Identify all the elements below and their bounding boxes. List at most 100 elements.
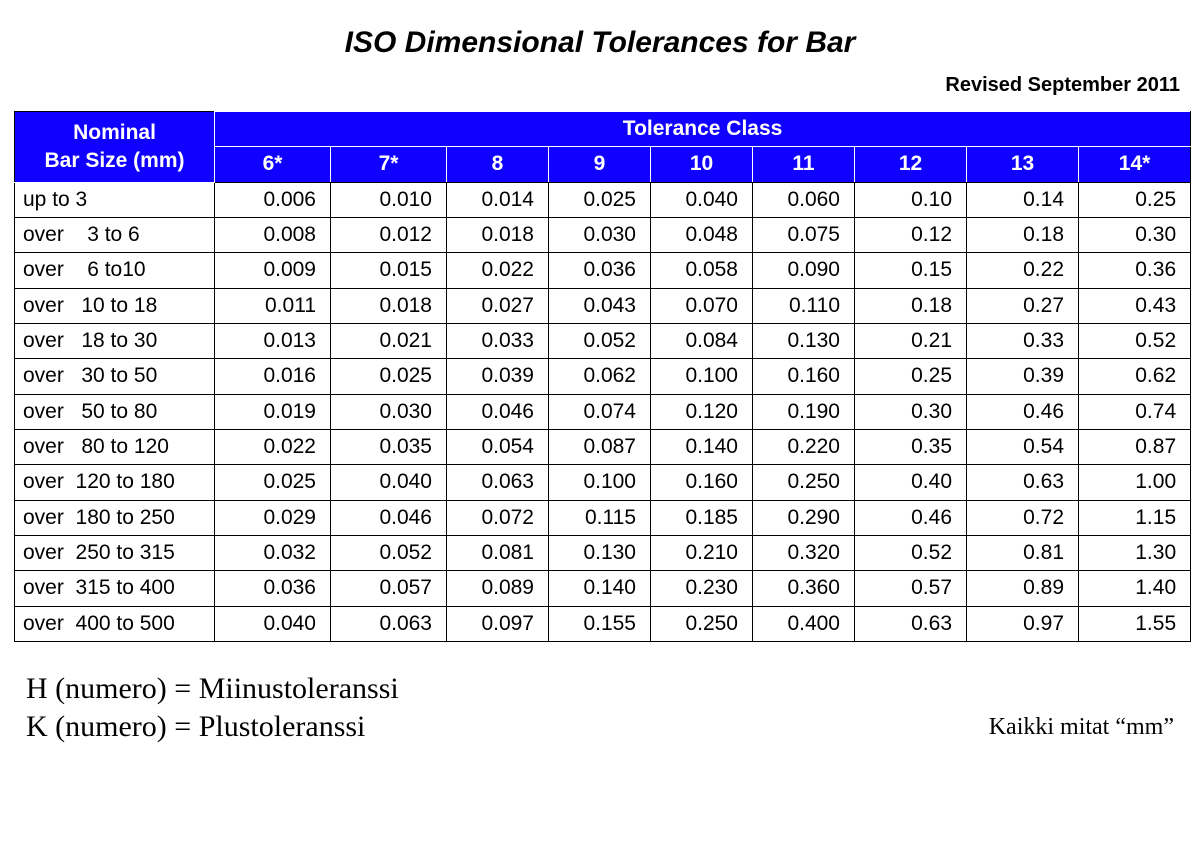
cell-value: 0.054 bbox=[447, 430, 549, 465]
cell-value: 0.155 bbox=[549, 606, 651, 641]
row-label: over 80 to 120 bbox=[15, 430, 215, 465]
column-header: 9 bbox=[549, 147, 651, 182]
cell-value: 0.72 bbox=[967, 500, 1079, 535]
cell-value: 0.032 bbox=[215, 536, 331, 571]
cell-value: 0.029 bbox=[215, 500, 331, 535]
cell-value: 0.081 bbox=[447, 536, 549, 571]
row-label: over 3 to 6 bbox=[15, 218, 215, 253]
row-label: over 50 to 80 bbox=[15, 394, 215, 429]
cell-value: 0.075 bbox=[753, 218, 855, 253]
cell-value: 0.043 bbox=[549, 288, 651, 323]
cell-value: 0.46 bbox=[855, 500, 967, 535]
cell-value: 0.130 bbox=[753, 324, 855, 359]
cell-value: 1.00 bbox=[1079, 465, 1191, 500]
cell-value: 0.87 bbox=[1079, 430, 1191, 465]
cell-value: 0.025 bbox=[549, 182, 651, 217]
cell-value: 0.39 bbox=[967, 359, 1079, 394]
cell-value: 0.210 bbox=[651, 536, 753, 571]
cell-value: 0.160 bbox=[753, 359, 855, 394]
row-label: over 18 to 30 bbox=[15, 324, 215, 359]
row-label: over 250 to 315 bbox=[15, 536, 215, 571]
cell-value: 0.012 bbox=[331, 218, 447, 253]
row-label: over 400 to 500 bbox=[15, 606, 215, 641]
cell-value: 0.025 bbox=[331, 359, 447, 394]
revised-date: Revised September 2011 bbox=[14, 74, 1180, 97]
cell-value: 0.27 bbox=[967, 288, 1079, 323]
table-row: over 120 to 1800.0250.0400.0630.1000.160… bbox=[15, 465, 1191, 500]
cell-value: 1.40 bbox=[1079, 571, 1191, 606]
cell-value: 0.30 bbox=[1079, 218, 1191, 253]
cell-value: 0.040 bbox=[215, 606, 331, 641]
column-header: 13 bbox=[967, 147, 1079, 182]
row-label: over 180 to 250 bbox=[15, 500, 215, 535]
cell-value: 0.25 bbox=[1079, 182, 1191, 217]
row-label: over 30 to 50 bbox=[15, 359, 215, 394]
table-header: Nominal Bar Size (mm) Tolerance Class 6*… bbox=[15, 112, 1191, 183]
cell-value: 0.57 bbox=[855, 571, 967, 606]
table-row: over 180 to 2500.0290.0460.0720.1150.185… bbox=[15, 500, 1191, 535]
header-nominal-line1: Nominal bbox=[21, 119, 208, 147]
cell-value: 0.015 bbox=[331, 253, 447, 288]
cell-value: 0.040 bbox=[331, 465, 447, 500]
column-header: 11 bbox=[753, 147, 855, 182]
cell-value: 0.160 bbox=[651, 465, 753, 500]
cell-value: 0.063 bbox=[331, 606, 447, 641]
cell-value: 0.190 bbox=[753, 394, 855, 429]
cell-value: 0.036 bbox=[549, 253, 651, 288]
header-nominal-line2: Bar Size (mm) bbox=[21, 147, 208, 175]
cell-value: 0.016 bbox=[215, 359, 331, 394]
cell-value: 0.011 bbox=[215, 288, 331, 323]
cell-value: 0.030 bbox=[331, 394, 447, 429]
table-row: over 3 to 60.0080.0120.0180.0300.0480.07… bbox=[15, 218, 1191, 253]
cell-value: 0.54 bbox=[967, 430, 1079, 465]
cell-value: 0.006 bbox=[215, 182, 331, 217]
cell-value: 0.18 bbox=[967, 218, 1079, 253]
cell-value: 0.046 bbox=[447, 394, 549, 429]
cell-value: 0.14 bbox=[967, 182, 1079, 217]
footer-line1: H (numero) = Miinustoleranssi bbox=[26, 670, 399, 708]
cell-value: 0.22 bbox=[967, 253, 1079, 288]
column-header: 14* bbox=[1079, 147, 1191, 182]
table-row: over 50 to 800.0190.0300.0460.0740.1200.… bbox=[15, 394, 1191, 429]
cell-value: 0.097 bbox=[447, 606, 549, 641]
table-row: over 18 to 300.0130.0210.0330.0520.0840.… bbox=[15, 324, 1191, 359]
page-title: ISO Dimensional Tolerances for Bar bbox=[14, 26, 1186, 60]
header-tolerance-class: Tolerance Class bbox=[215, 112, 1191, 147]
cell-value: 0.089 bbox=[447, 571, 549, 606]
table-row: over 6 to100.0090.0150.0220.0360.0580.09… bbox=[15, 253, 1191, 288]
cell-value: 0.036 bbox=[215, 571, 331, 606]
table-row: over 30 to 500.0160.0250.0390.0620.1000.… bbox=[15, 359, 1191, 394]
header-nominal: Nominal Bar Size (mm) bbox=[15, 112, 215, 183]
cell-value: 0.035 bbox=[331, 430, 447, 465]
table-row: over 315 to 4000.0360.0570.0890.1400.230… bbox=[15, 571, 1191, 606]
cell-value: 0.052 bbox=[549, 324, 651, 359]
cell-value: 0.048 bbox=[651, 218, 753, 253]
cell-value: 0.220 bbox=[753, 430, 855, 465]
cell-value: 0.81 bbox=[967, 536, 1079, 571]
cell-value: 0.100 bbox=[549, 465, 651, 500]
table-row: over 250 to 3150.0320.0520.0810.1300.210… bbox=[15, 536, 1191, 571]
cell-value: 0.115 bbox=[549, 500, 651, 535]
table-row: up to 30.0060.0100.0140.0250.0400.0600.1… bbox=[15, 182, 1191, 217]
column-header: 10 bbox=[651, 147, 753, 182]
cell-value: 0.360 bbox=[753, 571, 855, 606]
cell-value: 0.021 bbox=[331, 324, 447, 359]
cell-value: 0.89 bbox=[967, 571, 1079, 606]
cell-value: 0.10 bbox=[855, 182, 967, 217]
row-label: up to 3 bbox=[15, 182, 215, 217]
cell-value: 0.25 bbox=[855, 359, 967, 394]
table-row: over 80 to 1200.0220.0350.0540.0870.1400… bbox=[15, 430, 1191, 465]
cell-value: 0.36 bbox=[1079, 253, 1191, 288]
row-label: over 10 to 18 bbox=[15, 288, 215, 323]
cell-value: 0.018 bbox=[331, 288, 447, 323]
row-label: over 6 to10 bbox=[15, 253, 215, 288]
cell-value: 0.40 bbox=[855, 465, 967, 500]
cell-value: 0.320 bbox=[753, 536, 855, 571]
cell-value: 0.185 bbox=[651, 500, 753, 535]
cell-value: 0.040 bbox=[651, 182, 753, 217]
cell-value: 0.140 bbox=[651, 430, 753, 465]
cell-value: 0.63 bbox=[855, 606, 967, 641]
cell-value: 0.43 bbox=[1079, 288, 1191, 323]
cell-value: 0.027 bbox=[447, 288, 549, 323]
column-header: 8 bbox=[447, 147, 549, 182]
